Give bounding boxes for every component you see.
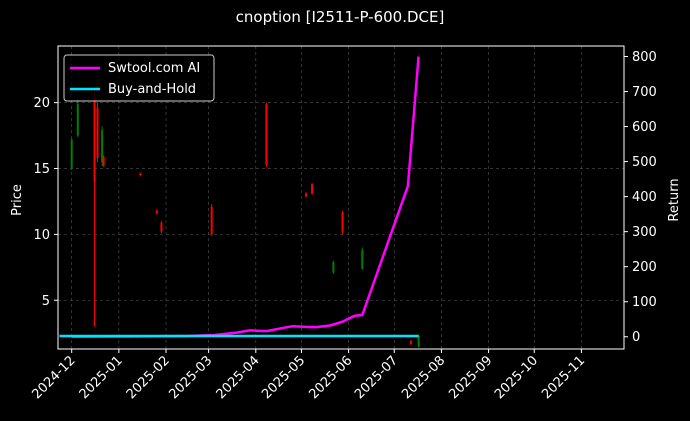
legend-label-strategy: Swtool.com AI	[108, 61, 200, 76]
x-tick-label: 2025-01	[77, 353, 126, 402]
candle-body	[70, 139, 73, 169]
x-tick-label: 2025-10	[492, 353, 541, 402]
x-tick-label: 2025-06	[306, 353, 355, 402]
candle-body	[102, 156, 105, 166]
y-right-tick-label: 100	[632, 295, 657, 310]
x-tick-label: 2024-12	[29, 353, 78, 402]
candle-body	[101, 130, 104, 162]
y-right-tick-label: 300	[632, 225, 657, 240]
candle-body	[76, 103, 79, 136]
y-right-tick-label: 400	[632, 190, 657, 205]
x-tick-label: 2025-02	[124, 353, 173, 402]
candle-body	[305, 193, 308, 197]
candle-body	[155, 210, 158, 214]
y-axis-label-right: Return	[667, 178, 682, 221]
candle-body	[96, 107, 99, 158]
y-right-tick-label: 500	[632, 155, 657, 170]
x-tick-label: 2025-04	[214, 353, 263, 402]
candle-body	[341, 211, 344, 232]
candle-body	[139, 173, 142, 176]
x-tick-label: 2025-03	[166, 353, 215, 402]
legend: Swtool.com AI Buy-and-Hold	[63, 54, 215, 102]
y-right-tick-label: 200	[632, 260, 657, 275]
y-left-tick-label: 15	[33, 162, 50, 177]
candle-body	[332, 262, 335, 273]
y-left-tick-label: 5	[42, 294, 50, 309]
y-right-tick-label: 600	[632, 120, 657, 135]
candle-body	[93, 96, 96, 182]
candle-body	[265, 103, 268, 165]
candle-body	[361, 250, 364, 269]
candle-body	[210, 206, 213, 235]
x-tick-label: 2025-07	[352, 353, 401, 402]
y-axis-label-left: Price	[10, 184, 25, 216]
x-tick-label: 2025-05	[259, 353, 308, 402]
candle-body	[409, 341, 412, 344]
y-right-tick-label: 0	[632, 330, 640, 345]
x-tick-label: 2025-08	[399, 353, 448, 402]
y-right-tick-label: 700	[632, 85, 657, 100]
chart-title: cnoption [I2511-P-600.DCE]	[236, 8, 445, 26]
plot-frame	[57, 45, 625, 350]
y-left-tick-label: 10	[33, 228, 50, 243]
x-tick-label: 2025-09	[446, 353, 495, 402]
candle-body	[160, 222, 163, 232]
y-right-tick-label: 800	[632, 50, 657, 65]
legend-box	[63, 54, 215, 102]
y-left-tick-label: 20	[33, 96, 50, 111]
legend-label-buy-and-hold: Buy-and-Hold	[108, 82, 196, 97]
candle-body	[417, 335, 420, 347]
candle-body	[311, 184, 314, 194]
x-tick-label: 2025-11	[539, 353, 588, 402]
